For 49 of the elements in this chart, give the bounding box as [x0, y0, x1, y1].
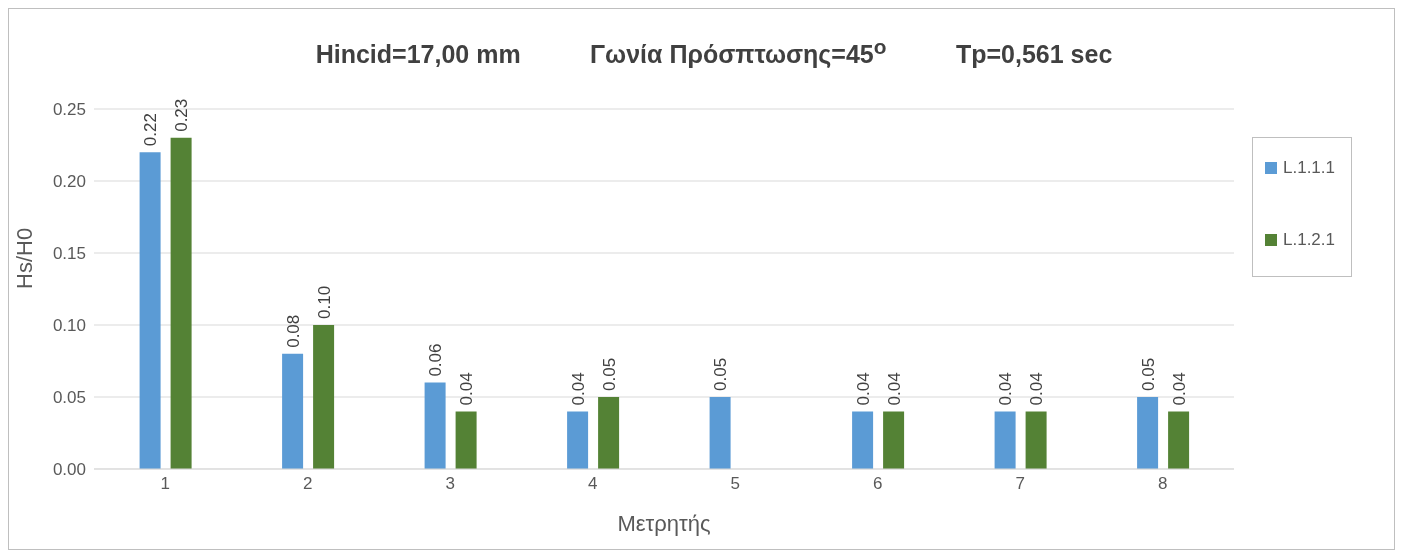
bar [313, 325, 335, 469]
bar [455, 411, 477, 469]
y-tick-label: 0.05 [52, 388, 86, 408]
data-label: 0.04 [1169, 372, 1189, 406]
y-tick-label: 0.10 [52, 316, 86, 336]
bar [994, 411, 1016, 469]
data-label: 0.23 [172, 98, 192, 132]
bar [883, 411, 905, 469]
legend-label: L.1.2.1 [1282, 230, 1336, 250]
bar [709, 397, 731, 469]
x-tick-label: 4 [588, 474, 598, 494]
y-axis-title: Hs/H0 [11, 227, 37, 289]
x-tick-label: 2 [303, 474, 313, 494]
bar [139, 152, 161, 469]
x-tick-label: 8 [1158, 474, 1168, 494]
bar [567, 411, 589, 469]
data-label: 0.22 [141, 113, 161, 147]
x-tick-label: 1 [160, 474, 170, 494]
y-tick-label: 0.25 [52, 100, 86, 120]
x-tick-label: 3 [445, 474, 455, 494]
y-tick-label: 0.15 [52, 244, 86, 264]
data-label: 0.04 [457, 372, 477, 406]
bar [170, 137, 192, 469]
chart-title: Hincid=17,00 mm Γωνία Πρόσπτωσης=45$^{o}$ Tp=0,561 sec [315, 35, 1113, 69]
data-label: 0.05 [711, 357, 731, 391]
data-label: 0.05 [599, 357, 619, 391]
data-label: 0.04 [884, 372, 904, 406]
bar [1137, 397, 1159, 469]
bar [282, 353, 304, 469]
bar [598, 397, 620, 469]
bar [1025, 411, 1047, 469]
data-label: 0.04 [568, 372, 588, 406]
x-axis-title: Μετρητής [617, 511, 711, 536]
y-tick-label: 0.00 [52, 460, 86, 480]
data-label: 0.04 [996, 372, 1016, 406]
x-tick-label: 6 [873, 474, 883, 494]
data-label: 0.04 [1027, 372, 1047, 406]
data-label: 0.06 [426, 343, 446, 377]
x-tick-label: 5 [730, 474, 740, 494]
bar [424, 382, 446, 469]
y-tick-label: 0.20 [52, 172, 86, 192]
data-label: 0.10 [314, 285, 334, 319]
bar [1168, 411, 1190, 469]
x-tick-label: 7 [1015, 474, 1025, 494]
data-label: 0.05 [1138, 357, 1158, 391]
data-label: 0.08 [283, 314, 303, 348]
bar [852, 411, 874, 469]
legend-label: L.1.1.1 [1282, 158, 1336, 178]
data-label: 0.04 [853, 372, 873, 406]
